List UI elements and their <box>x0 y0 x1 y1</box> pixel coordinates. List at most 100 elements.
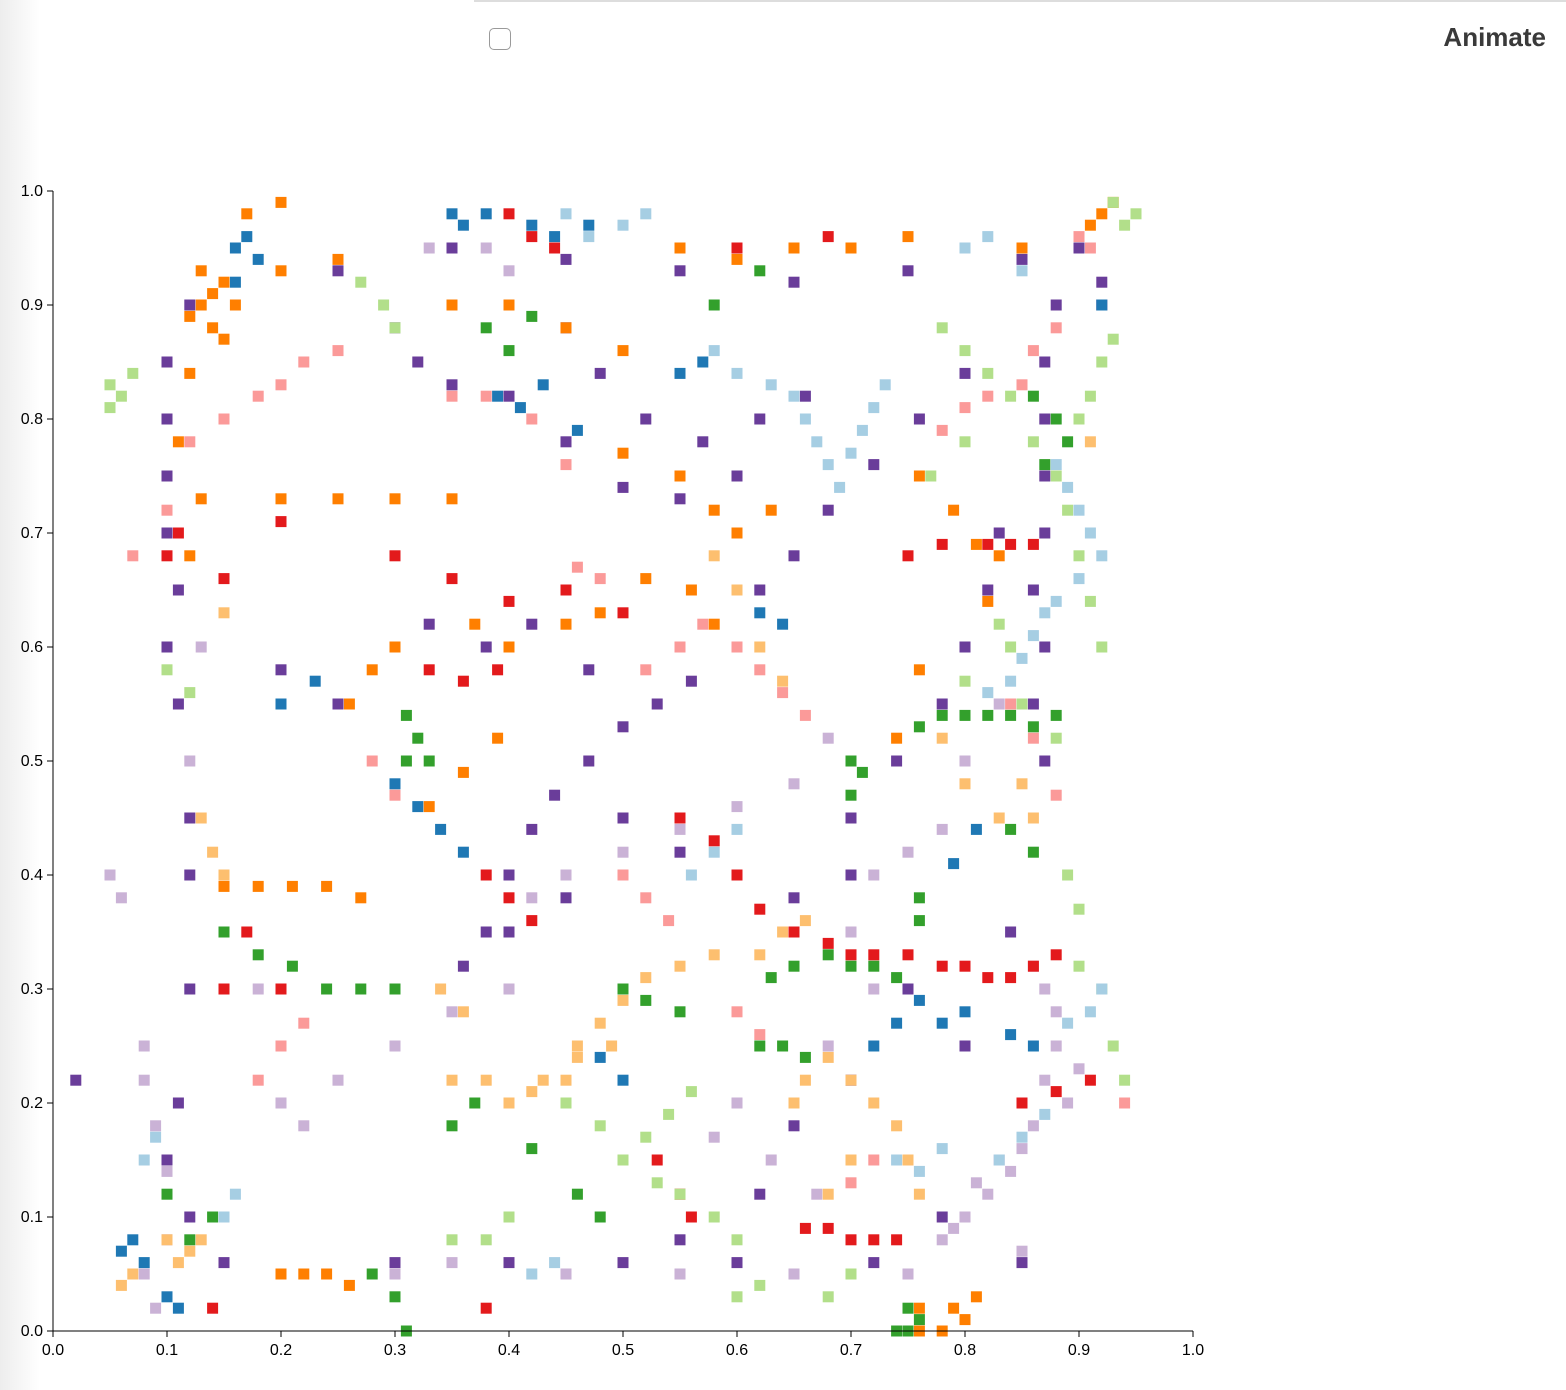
data-point-6-34 <box>754 1040 766 1052</box>
data-point-0-48 <box>389 1257 401 1269</box>
data-point-5-16 <box>571 561 583 573</box>
data-point-2-24 <box>1016 242 1028 254</box>
data-point-4-11 <box>982 538 994 550</box>
data-point-0-59 <box>184 1211 196 1223</box>
data-point-0-18 <box>1039 413 1051 425</box>
data-point-9-4 <box>834 481 846 493</box>
data-point-2-29 <box>674 470 686 482</box>
data-point-7-7 <box>1084 390 1096 402</box>
data-point-6-39 <box>286 960 298 972</box>
data-point-2-36 <box>594 607 606 619</box>
data-point-5-42 <box>389 789 401 801</box>
data-point-4-21 <box>1027 960 1039 972</box>
data-point-2-33 <box>685 584 697 596</box>
data-point-6-41 <box>355 983 367 995</box>
data-point-2-64 <box>891 732 903 744</box>
data-point-0-50 <box>617 1257 629 1269</box>
data-point-6-43 <box>480 322 492 334</box>
data-point-3-13 <box>606 1040 618 1052</box>
data-point-9-34 <box>583 231 595 243</box>
data-point-3-35 <box>777 926 789 938</box>
x-tick-label-7: 0.7 <box>840 1342 862 1359</box>
data-point-8-16 <box>435 823 447 835</box>
data-point-4-16 <box>902 949 914 961</box>
data-point-5-9 <box>640 664 652 676</box>
data-point-8-8 <box>252 253 264 265</box>
data-point-2-35 <box>640 573 652 585</box>
data-point-9-16 <box>1096 550 1108 562</box>
data-point-7-14 <box>959 345 971 357</box>
data-point-0-92 <box>640 413 652 425</box>
data-point-2-65 <box>446 299 458 311</box>
data-point-5-6 <box>275 379 287 391</box>
data-point-1-6 <box>1039 1074 1051 1086</box>
data-point-2-13 <box>332 493 344 505</box>
data-point-3-19 <box>891 1120 903 1132</box>
data-point-3-5 <box>640 972 652 984</box>
data-point-1-37 <box>868 869 880 881</box>
data-point-4-53 <box>685 1211 697 1223</box>
animate-checkbox[interactable] <box>489 28 511 50</box>
data-point-9-11 <box>708 345 720 357</box>
data-point-8-2 <box>480 208 492 220</box>
data-point-0-35 <box>959 367 971 379</box>
data-point-8-37 <box>594 1051 606 1063</box>
x-tick-label-1: 0.1 <box>156 1342 178 1359</box>
data-point-0-22 <box>1039 641 1051 653</box>
data-point-7-30 <box>640 1131 652 1143</box>
data-point-2-39 <box>469 618 481 630</box>
data-point-0-15 <box>1073 242 1085 254</box>
data-point-3-15 <box>799 1074 811 1086</box>
data-point-7-17 <box>1027 436 1039 448</box>
data-point-0-28 <box>685 675 697 687</box>
data-point-3-12 <box>571 1040 583 1052</box>
data-point-0-0 <box>161 413 173 425</box>
data-point-0-75 <box>275 664 287 676</box>
data-point-6-50 <box>1039 459 1051 471</box>
data-point-0-68 <box>845 812 857 824</box>
data-point-5-43 <box>366 755 378 767</box>
data-point-6-7 <box>891 972 903 984</box>
data-point-3-9 <box>480 1074 492 1086</box>
y-tick-label-9: 0.9 <box>21 297 43 314</box>
data-point-0-91 <box>594 367 606 379</box>
data-point-3-37 <box>936 732 948 744</box>
data-point-2-34 <box>708 618 720 630</box>
data-point-3-6 <box>674 960 686 972</box>
data-point-2-66 <box>503 299 515 311</box>
data-point-3-45 <box>731 584 743 596</box>
data-point-7-32 <box>685 1086 697 1098</box>
data-point-0-30 <box>754 584 766 596</box>
data-point-7-10 <box>1119 219 1131 231</box>
data-point-2-14 <box>389 493 401 505</box>
data-point-0-74 <box>332 698 344 710</box>
data-point-4-9 <box>902 550 914 562</box>
data-point-9-20 <box>1016 652 1028 664</box>
data-point-0-46 <box>674 493 686 505</box>
data-point-7-12 <box>1107 196 1119 208</box>
data-point-1-34 <box>731 801 743 813</box>
data-point-0-31 <box>788 550 800 562</box>
data-point-3-34 <box>754 949 766 961</box>
data-point-3-33 <box>218 607 230 619</box>
data-point-9-15 <box>1084 527 1096 539</box>
data-point-5-15 <box>799 709 811 721</box>
data-point-6-13 <box>1027 721 1039 733</box>
data-point-5-39 <box>1005 698 1017 710</box>
data-point-5-22 <box>1027 345 1039 357</box>
data-point-5-20 <box>982 390 994 402</box>
data-point-6-26 <box>913 1314 925 1326</box>
data-point-2-44 <box>252 880 264 892</box>
data-point-0-94 <box>754 413 766 425</box>
data-point-2-58 <box>913 470 925 482</box>
data-point-3-47 <box>777 675 789 687</box>
data-point-0-7 <box>184 299 196 311</box>
data-point-9-36 <box>640 208 652 220</box>
data-point-4-14 <box>845 949 857 961</box>
data-point-6-9 <box>765 972 777 984</box>
data-point-2-28 <box>617 447 629 459</box>
data-point-5-27 <box>298 1017 310 1029</box>
data-point-5-33 <box>640 892 652 904</box>
data-point-5-44 <box>1119 1097 1131 1109</box>
data-point-4-32 <box>423 664 435 676</box>
